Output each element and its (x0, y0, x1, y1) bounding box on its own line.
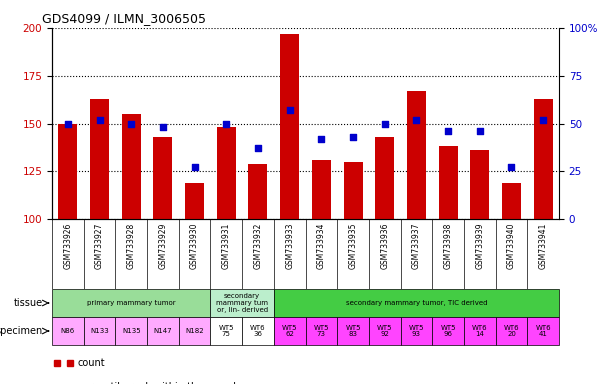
Bar (375, 137, 394, 219)
Bar (84, 317, 115, 345)
Point (475, 128, 484, 134)
Bar (274, 289, 559, 317)
Bar (496, 317, 527, 345)
Point (285, 107, 294, 113)
Text: WT6
14: WT6 14 (472, 324, 487, 338)
Bar (439, 146, 457, 219)
Bar (305, 317, 337, 345)
Text: count: count (78, 358, 105, 367)
Point (444, 128, 453, 134)
Bar (534, 99, 553, 219)
Point (538, 117, 548, 123)
Text: GSM733929: GSM733929 (159, 222, 168, 269)
Bar (337, 317, 369, 345)
Text: WT5
73: WT5 73 (314, 324, 329, 338)
Point (63, 121, 73, 127)
Text: GSM733937: GSM733937 (412, 222, 421, 269)
Bar (52, 289, 210, 317)
Text: GSM733932: GSM733932 (254, 222, 263, 269)
Text: GSM733926: GSM733926 (63, 222, 72, 269)
Bar (248, 164, 267, 219)
Text: WT6
36: WT6 36 (250, 324, 266, 338)
Text: GSM733928: GSM733928 (127, 222, 136, 269)
Bar (369, 317, 400, 345)
Text: N86: N86 (61, 328, 75, 334)
Text: tissue: tissue (13, 298, 43, 308)
Bar (464, 317, 496, 345)
Text: secondary mammary tumor, TIC derived: secondary mammary tumor, TIC derived (346, 300, 487, 306)
Text: WT5
96: WT5 96 (441, 324, 456, 338)
Text: GSM733938: GSM733938 (444, 222, 453, 269)
Text: WT6
20: WT6 20 (504, 324, 519, 338)
Bar (344, 162, 362, 219)
Bar (210, 317, 242, 345)
Text: specimen: specimen (0, 326, 43, 336)
Text: WT5
62: WT5 62 (282, 324, 297, 338)
Point (317, 136, 326, 142)
Text: N147: N147 (154, 328, 172, 334)
Bar (58, 124, 78, 219)
Point (95, 117, 105, 123)
Text: GSM733927: GSM733927 (95, 222, 104, 269)
Bar (274, 317, 305, 345)
Text: GSM733934: GSM733934 (317, 222, 326, 269)
Bar (470, 150, 489, 219)
Point (190, 164, 200, 170)
Text: primary mammary tumor: primary mammary tumor (87, 300, 175, 306)
Text: WT5
93: WT5 93 (409, 324, 424, 338)
Text: N135: N135 (122, 328, 141, 334)
Bar (115, 317, 147, 345)
Bar (210, 289, 274, 317)
Text: N133: N133 (90, 328, 109, 334)
Bar (432, 317, 464, 345)
Bar (52, 317, 84, 345)
Text: secondary
mammary tum
or, lin- derived: secondary mammary tum or, lin- derived (216, 293, 268, 313)
Bar (185, 183, 204, 219)
Bar (153, 137, 172, 219)
Bar (502, 183, 521, 219)
Text: WT5
75: WT5 75 (219, 324, 234, 338)
Text: WT5
83: WT5 83 (346, 324, 361, 338)
Bar (122, 114, 141, 219)
Text: GSM733931: GSM733931 (222, 222, 231, 269)
Text: GSM733935: GSM733935 (349, 222, 358, 269)
Point (412, 117, 421, 123)
Point (158, 124, 168, 131)
Text: GDS4099 / ILMN_3006505: GDS4099 / ILMN_3006505 (42, 12, 206, 25)
Text: N182: N182 (185, 328, 204, 334)
Text: WT6
41: WT6 41 (535, 324, 551, 338)
Bar (312, 160, 331, 219)
Bar (178, 317, 210, 345)
Point (222, 121, 231, 127)
Text: percentile rank within the sample: percentile rank within the sample (78, 382, 242, 384)
Text: GSM733933: GSM733933 (285, 222, 294, 269)
Bar (217, 127, 236, 219)
Point (348, 134, 358, 140)
Text: GSM733930: GSM733930 (190, 222, 199, 269)
Bar (280, 34, 299, 219)
Bar (90, 99, 109, 219)
Text: GSM733936: GSM733936 (380, 222, 389, 269)
Text: GSM733939: GSM733939 (475, 222, 484, 269)
Point (126, 121, 136, 127)
Text: GSM733940: GSM733940 (507, 222, 516, 269)
Point (507, 164, 516, 170)
Point (380, 121, 389, 127)
Bar (527, 317, 559, 345)
Bar (407, 91, 426, 219)
Bar (242, 317, 274, 345)
Bar (400, 317, 432, 345)
Text: WT5
92: WT5 92 (377, 324, 392, 338)
Point (253, 145, 263, 151)
Text: GSM733941: GSM733941 (538, 222, 548, 269)
Bar (147, 317, 178, 345)
